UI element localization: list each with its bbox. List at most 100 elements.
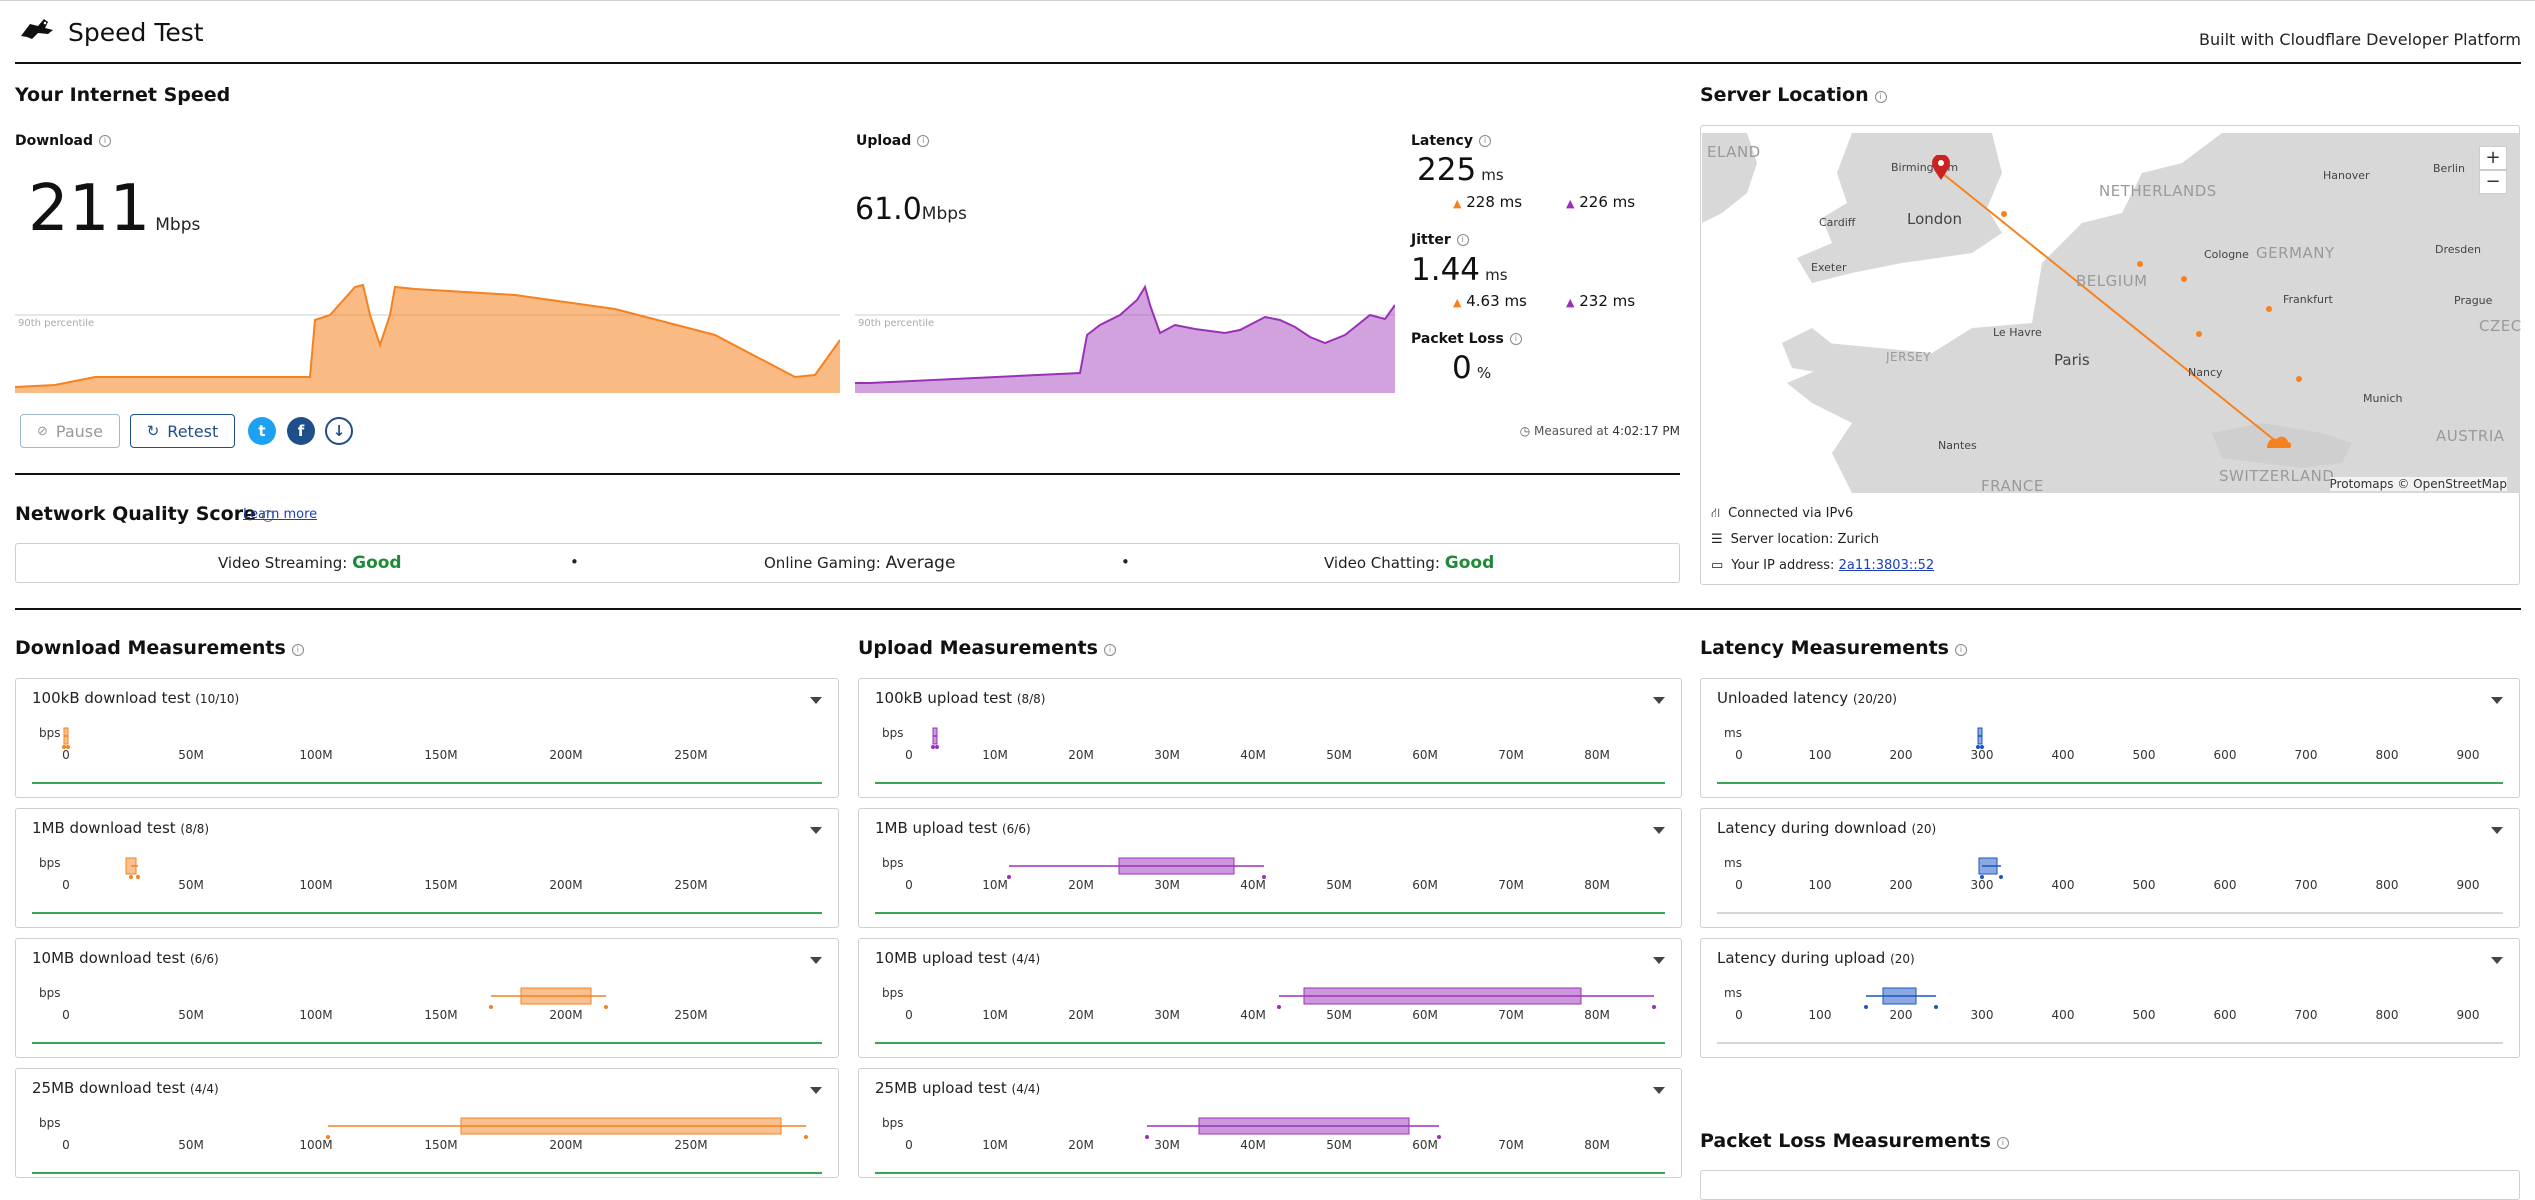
download-latency-icon: ▲ (1453, 197, 1462, 210)
pause-icon: ⊘ (37, 423, 48, 439)
map-dot (2266, 306, 2272, 312)
measurement-card[interactable]: 10MB download test (6/6) bps 0 50M 100M 150M 2… (15, 938, 839, 1058)
upload-sparkline: 90th percentile (855, 284, 1395, 393)
info-icon[interactable]: i (1874, 91, 1887, 103)
city-nancy: Nancy (2188, 366, 2223, 379)
axis-tick-label: 600 (2213, 878, 2237, 892)
info-icon[interactable]: i (1478, 135, 1491, 147)
measurement-card[interactable]: Latency during upload (20) ms 0 100 200 300 40… (1700, 938, 2520, 1058)
threshold-line (1717, 912, 2503, 914)
jitter-value: 1.44 ms (1411, 252, 1508, 288)
network-icon: ⛙ (1711, 506, 1721, 521)
measurement-card[interactable]: 25MB download test (4/4) bps 0 50M 100M 150M 2… (15, 1068, 839, 1178)
axis-tick-label: 300 (1970, 1008, 1994, 1022)
upload-value: 61.0Mbps (855, 192, 967, 227)
axis-tick-label: 100 (1808, 748, 1832, 762)
info-icon[interactable]: i (917, 135, 930, 147)
learn-more-link[interactable]: Learn more (243, 507, 318, 522)
axis-tick-label: 400 (2051, 1008, 2075, 1022)
axis-tick-label: 70M (1498, 1008, 1524, 1022)
expand-chevron-icon[interactable] (2491, 827, 2503, 834)
measured-at: ◷ Measured at 4:02:17 PM (1519, 424, 1680, 438)
expand-chevron-icon[interactable] (2491, 957, 2503, 964)
info-icon[interactable]: i (261, 510, 274, 522)
zoom-in-button[interactable]: + (2479, 146, 2507, 170)
axis-tick-label: 40M (1240, 1138, 1266, 1152)
expand-chevron-icon[interactable] (810, 1087, 822, 1094)
info-icon[interactable]: i (1996, 1137, 2009, 1149)
box (460, 1117, 782, 1135)
expand-chevron-icon[interactable] (1653, 697, 1665, 704)
measurement-card[interactable]: 1MB download test (8/8) bps 0 50M 100M 150M 20… (15, 808, 839, 928)
facebook-share-icon[interactable]: f (287, 417, 315, 445)
threshold-line (32, 1172, 822, 1174)
measurement-card[interactable]: 25MB upload test (4/4) bps 0 10M 20M 30M 40M 50… (858, 1068, 1682, 1178)
server-location-marker-icon[interactable] (2265, 434, 2293, 454)
server-location-title: Server Location i (1700, 84, 1887, 106)
axis-unit-label: bps (882, 726, 904, 740)
info-icon[interactable]: i (291, 644, 304, 656)
info-icon[interactable]: i (1456, 234, 1469, 246)
measurement-card[interactable]: Latency during download (20) ms 0 100 200 300… (1700, 808, 2520, 928)
axis-tick-label: 60M (1412, 1138, 1438, 1152)
map-canvas[interactable] (1702, 133, 2520, 493)
city-le-havre: Le Havre (1993, 326, 2042, 339)
measurement-card[interactable]: 100kB upload test (8/8) bps 0 10M 20M 30M 40M 5… (858, 678, 1682, 798)
axis-tick-label: 800 (2375, 878, 2399, 892)
expand-chevron-icon[interactable] (810, 957, 822, 964)
axis-tick-label: 80M (1584, 1138, 1610, 1152)
pause-button[interactable]: ⊘ Pause (20, 414, 120, 448)
expand-chevron-icon[interactable] (2491, 697, 2503, 704)
info-icon[interactable]: i (1509, 333, 1522, 345)
ip-address-link[interactable]: 2a11:3803::52 (1838, 558, 1935, 573)
speed-section-title: Your Internet Speed (15, 84, 231, 106)
info-icon[interactable]: i (1103, 644, 1116, 656)
info-icon[interactable]: i (99, 135, 112, 147)
country-label-austria: AUSTRIA (2436, 427, 2505, 445)
axis-unit-label: bps (39, 986, 61, 1000)
measurement-card[interactable]: 100kB download test (10/10) bps 0 50M 100M 15… (15, 678, 839, 798)
expand-chevron-icon[interactable] (1653, 1087, 1665, 1094)
twitter-share-icon[interactable]: t (248, 417, 276, 445)
measurement-card-title: 10MB upload test (4/4) (875, 949, 1041, 967)
axis-tick-label: 800 (2375, 748, 2399, 762)
axis-tick-label: 60M (1412, 878, 1438, 892)
expand-chevron-icon[interactable] (810, 827, 822, 834)
outlier-dot (326, 1135, 330, 1139)
expand-chevron-icon[interactable] (1653, 957, 1665, 964)
separator: • (1121, 553, 1130, 571)
zoom-out-button[interactable]: − (2479, 170, 2507, 194)
info-icon[interactable]: i (1955, 644, 1967, 656)
axis-tick-label: 800 (2375, 1008, 2399, 1022)
country-label-jersey: JERSEY (1886, 350, 1931, 364)
axis-tick-label: 500 (2132, 1008, 2156, 1022)
top-border (0, 0, 2535, 1)
measurement-card[interactable]: Unloaded latency (20/20) ms 0 100 200 300 400 5… (1700, 678, 2520, 798)
measurement-card-title: Latency during download (20) (1717, 819, 1937, 837)
measurement-card[interactable]: 10MB upload test (4/4) bps 0 10M 20M 30M 40M 50… (858, 938, 1682, 1058)
expand-chevron-icon[interactable] (810, 697, 822, 704)
latency-upload: ▲ 226 ms (1566, 193, 1636, 211)
axis-tick-label: 10M (982, 878, 1008, 892)
expand-chevron-icon[interactable] (1653, 827, 1665, 834)
jitter-download: ▲ 4.63 ms (1453, 292, 1527, 310)
measurement-card-title: Latency during upload (20) (1717, 949, 1915, 967)
connection-type: ⛙ Connected via IPv6 (1711, 506, 1854, 521)
measurement-card[interactable]: 1MB upload test (6/6) bps 0 10M 20M 30M 40M 50M… (858, 808, 1682, 928)
network-quality-divider (15, 473, 1680, 475)
user-location-pin-icon[interactable] (1931, 154, 1951, 185)
retest-button[interactable]: ↻ Retest (130, 414, 235, 448)
download-value: 211 Mbps (28, 172, 201, 246)
id-card-icon: ▭ (1711, 558, 1724, 573)
threshold-line (32, 912, 822, 914)
threshold-line (875, 1042, 1665, 1044)
axis-tick-label: 20M (1068, 748, 1094, 762)
upload-latency-icon: ▲ (1566, 197, 1575, 210)
server-map[interactable]: ELAND NETHERLANDS GERMANY BELGIUM CZEC J… (1700, 125, 2521, 585)
download-results-icon[interactable]: ↓ (325, 417, 353, 445)
map-attribution[interactable]: Protomaps © OpenStreetMap (2329, 477, 2507, 491)
download-sparkline: 90th percentile (15, 283, 840, 393)
built-with-text[interactable]: Built with Cloudflare Developer Platform (2199, 30, 2521, 49)
axis-tick-label: 50M (178, 1008, 204, 1022)
axis-tick-label: 700 (2294, 878, 2318, 892)
